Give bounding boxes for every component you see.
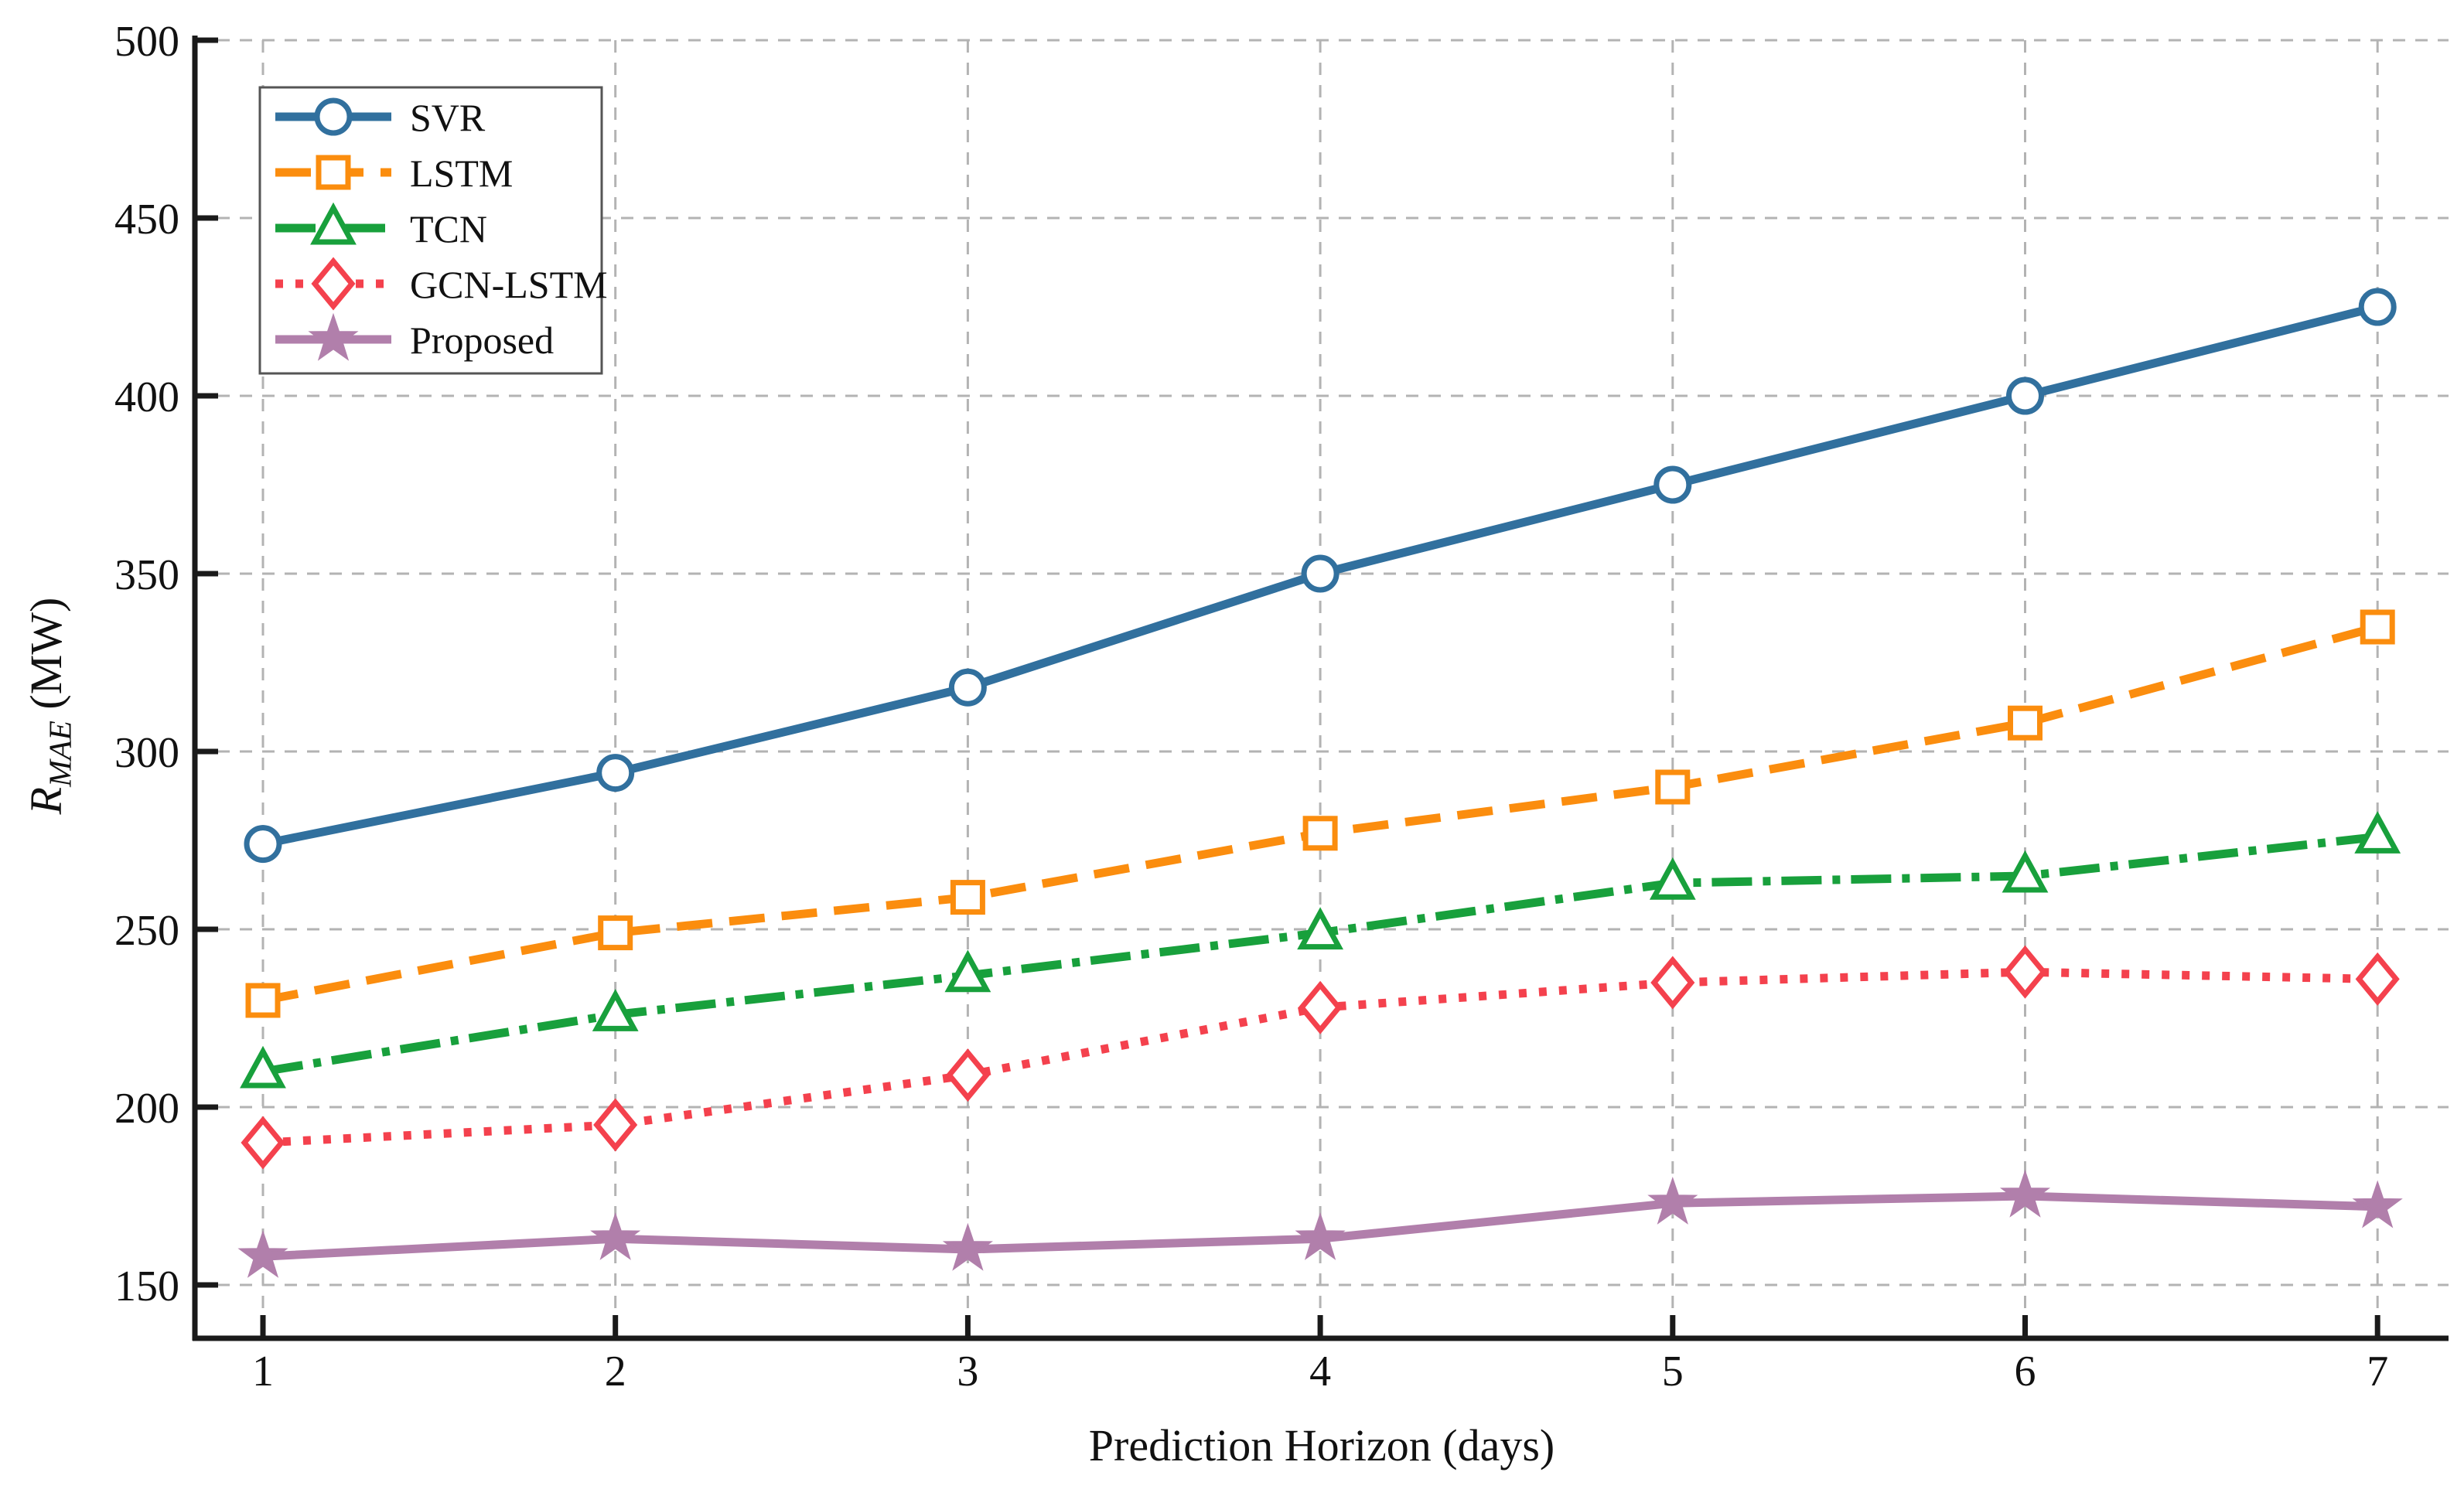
marker-square [1302,816,1338,851]
marker-square [245,983,281,1018]
marker-diamond [945,1048,990,1102]
legend-item-svr: SVR [275,96,486,139]
series-proposed [237,1169,2403,1278]
marker-triangle [944,949,991,993]
y-axis-symbol: R [21,786,71,815]
legend-item-lstm: LSTM [275,152,513,195]
marker-star [942,1222,993,1271]
marker-circle [1301,554,1340,593]
marker-triangle [1297,907,1343,950]
marker-square [2360,609,2395,645]
x-axis-title: Prediction Horizon (days) [1088,1420,1555,1470]
marker-square [598,915,633,951]
y-tick-label: 500 [114,18,179,66]
series-lstm [245,609,2395,1018]
tick-labels: 150 200 250 300 350 400 450 500 1 2 3 4 5 6 7 [114,18,2388,1395]
y-tick-label: 450 [114,196,179,244]
y-tick-label: 350 [114,551,179,599]
x-tick-label: 4 [1309,1348,1331,1395]
legend-label: GCN-LSTM [410,263,608,306]
marker-diamond [241,1116,285,1170]
marker-star [590,1211,641,1260]
series-gcn-lstm [241,945,2400,1170]
marker-triangle [240,1045,286,1089]
marker-circle [2358,288,2397,326]
marker-square [950,880,985,915]
legend-label: TCN [410,207,487,250]
marker-star [1295,1211,1346,1260]
x-tick-label: 7 [2367,1348,2388,1395]
marker-diamond [1650,956,1695,1010]
x-tick-label: 3 [957,1348,978,1395]
marker-triangle [2002,850,2049,893]
marker-diamond [2002,945,2048,999]
marker-star [1999,1169,2051,1218]
legend-label: SVR [410,96,486,139]
marker-circle [2006,377,2044,415]
legend-item-gcn-lstm: GCN-LSTM [275,257,608,311]
y-tick-label: 200 [114,1085,179,1133]
marker-star [1647,1176,1698,1225]
y-axis-unit: (MW) [21,597,71,721]
marker-diamond [2355,952,2400,1006]
legend-label: LSTM [410,152,513,195]
marker-star [2352,1180,2403,1228]
legend-box [258,86,603,375]
marker-circle [244,825,282,864]
x-tick-label: 1 [252,1348,274,1395]
marker-triangle [310,202,357,245]
y-tick-label: 250 [114,907,179,955]
tick-marks [195,37,2380,1338]
legend: SVR LSTM TCN GCN-LSTM Proposed [258,86,608,375]
marker-circle [1653,465,1692,504]
y-axis-title: RMAE (MW) [19,397,79,1015]
y-tick-label: 300 [114,729,179,777]
marker-triangle [592,989,639,1031]
marker-diamond [593,1098,638,1152]
marker-star [308,312,359,361]
y-tick-label: 400 [114,373,179,421]
marker-diamond [311,257,356,311]
series-tcn [240,811,2401,1089]
marker-triangle [2354,811,2401,854]
y-axis-subscript: MAE [43,721,79,787]
x-tick-label: 2 [605,1348,626,1395]
legend-item-tcn: TCN [275,202,487,250]
marker-star [237,1229,288,1278]
x-tick-label: 5 [1662,1348,1684,1395]
marker-diamond [1298,980,1343,1034]
x-tick-label: 6 [2015,1348,2036,1395]
y-tick-label: 150 [114,1263,179,1310]
marker-square [316,155,351,190]
legend-label: Proposed [410,319,554,362]
legend-item-proposed: Proposed [275,312,554,362]
series-svr [244,288,2397,864]
marker-circle [314,97,353,136]
marker-square [2008,705,2043,741]
marker-square [1655,769,1691,805]
marker-circle [596,754,635,792]
marker-triangle [1649,857,1696,900]
marker-circle [948,668,987,707]
